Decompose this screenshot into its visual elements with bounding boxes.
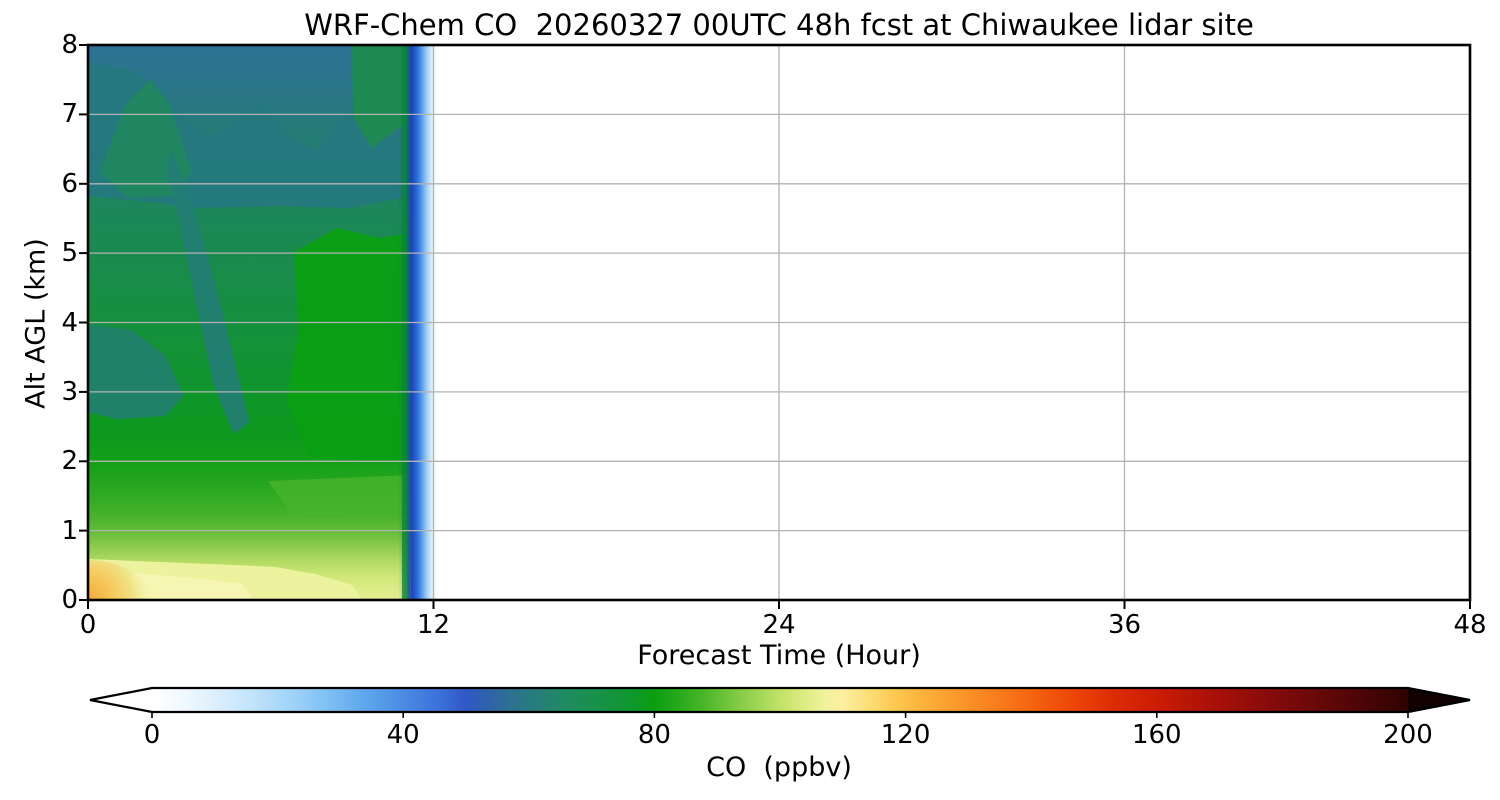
y-tick-1: 1	[61, 515, 78, 546]
co-colorbar	[89, 686, 1471, 718]
axis-tick-marks	[79, 44, 1471, 609]
x-tick-12: 12	[416, 610, 451, 640]
plot-gridlines	[88, 45, 1470, 600]
x-axis-label: Forecast Time (Hour)	[637, 640, 921, 671]
x-tick-24: 24	[762, 610, 796, 640]
colorbar-label: CO (ppbv)	[706, 752, 852, 783]
y-tick-6: 6	[61, 168, 78, 199]
y-tick-8: 8	[61, 30, 78, 60]
cb-tick-80: 80	[637, 720, 671, 750]
cb-tick-0: 0	[143, 720, 161, 750]
y-tick-7: 7	[61, 99, 78, 130]
y-tick-0: 0	[61, 585, 78, 615]
y-tick-4: 4	[61, 307, 78, 338]
cb-tick-200: 200	[1383, 720, 1433, 750]
x-tick-48: 48	[1453, 610, 1487, 640]
x-tick-36: 36	[1107, 610, 1142, 640]
cb-tick-160: 160	[1131, 720, 1182, 750]
y-tick-3: 3	[61, 376, 78, 407]
y-tick-2: 2	[61, 446, 78, 477]
plot-title: WRF-Chem CO 20260327 00UTC 48h fcst at C…	[304, 8, 1254, 42]
cb-tick-120: 120	[880, 720, 931, 750]
y-tick-5: 5	[61, 238, 78, 269]
cb-tick-40: 40	[386, 720, 420, 750]
x-tick-0: 0	[79, 610, 97, 640]
colorbar-tick-marks	[151, 712, 1409, 718]
